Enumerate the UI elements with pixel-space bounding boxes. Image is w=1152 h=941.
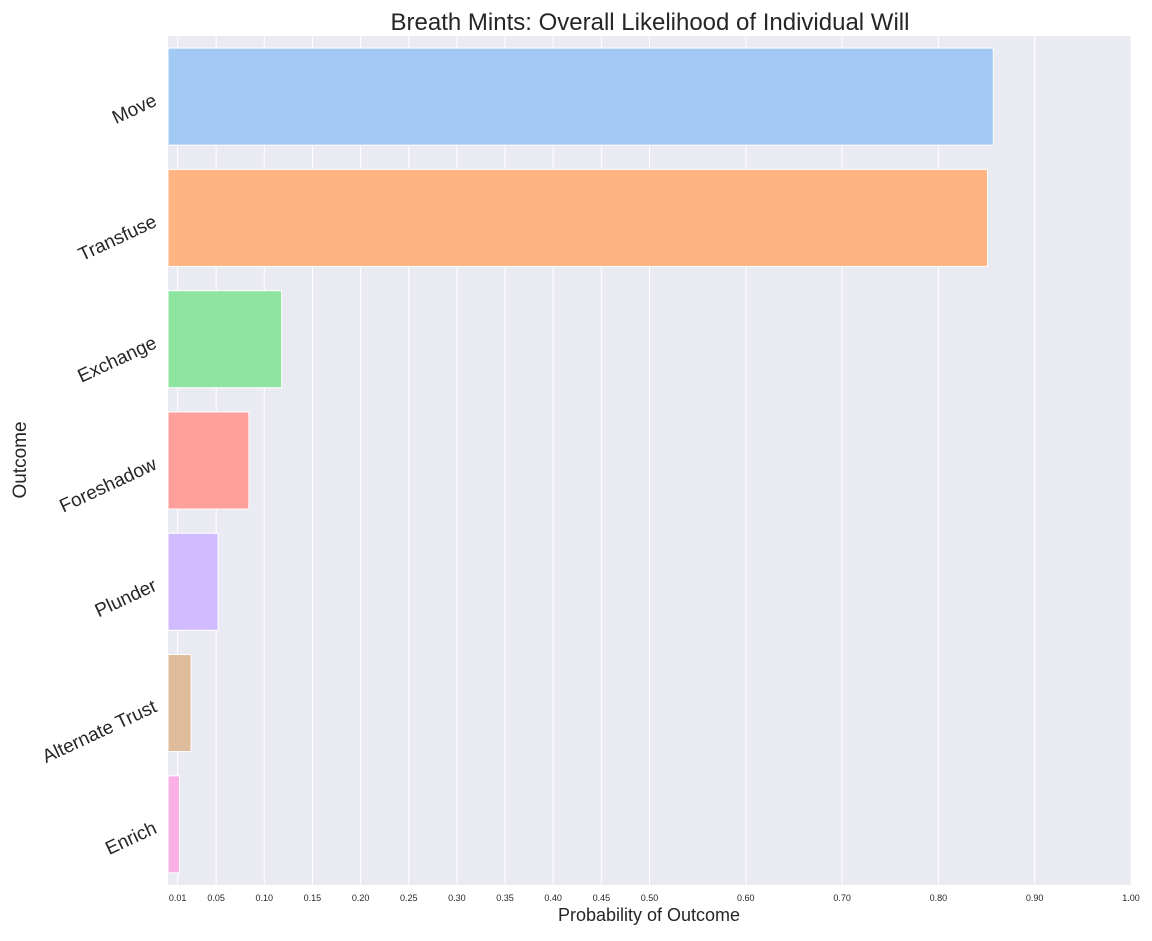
bar-exchange — [167, 290, 283, 389]
x-tick-label: 0.80 — [930, 893, 948, 903]
x-tick-label: 0.30 — [448, 893, 466, 903]
y-tick-labels: Move Transfuse Exchange Foreshadow Plunder Al… — [39, 90, 161, 860]
x-tick-label: 0.40 — [544, 893, 562, 903]
chart-title: Breath Mints: Overall Likelihood of Indi… — [391, 9, 910, 36]
x-tick-label: 0.25 — [400, 893, 418, 903]
x-tick-label: 0.05 — [207, 893, 225, 903]
y-tick-label: Move — [109, 90, 160, 129]
x-tick-label: 0.50 — [641, 893, 659, 903]
x-tick-label: 0.10 — [256, 893, 274, 903]
x-tick-label: 0.60 — [737, 893, 755, 903]
bar-enrich — [167, 775, 181, 874]
x-axis-label: Probability of Outcome — [558, 905, 740, 925]
bar-alternate-trust — [167, 654, 192, 753]
x-tick-label: 0.70 — [833, 893, 851, 903]
bar-move — [167, 47, 994, 146]
y-tick-label: Transfuse — [75, 211, 160, 265]
y-tick-label: Foreshadow — [56, 454, 160, 517]
bar-foreshadow — [167, 411, 250, 510]
x-tick-label: 0.15 — [304, 893, 322, 903]
bar-transfuse — [167, 168, 989, 267]
x-tick-labels: 0.01 0.05 0.10 0.15 0.20 0.25 0.30 0.35 0.40 0.45… — [169, 893, 1140, 903]
y-tick-label: Alternate Trust — [39, 696, 161, 768]
bar-plunder — [167, 532, 219, 631]
x-tick-label: 0.35 — [496, 893, 514, 903]
y-axis-label: Outcome — [10, 421, 31, 498]
y-tick-label: Plunder — [92, 575, 161, 622]
x-tick-label: 1.00 — [1122, 893, 1140, 903]
x-tick-label: 0.01 — [169, 893, 187, 903]
x-tick-label: 0.90 — [1026, 893, 1044, 903]
bars — [167, 47, 994, 874]
y-tick-label: Exchange — [75, 333, 160, 388]
y-tick-label: Enrich — [102, 818, 160, 860]
x-tick-label: 0.45 — [593, 893, 611, 903]
x-tick-label: 0.20 — [352, 893, 370, 903]
